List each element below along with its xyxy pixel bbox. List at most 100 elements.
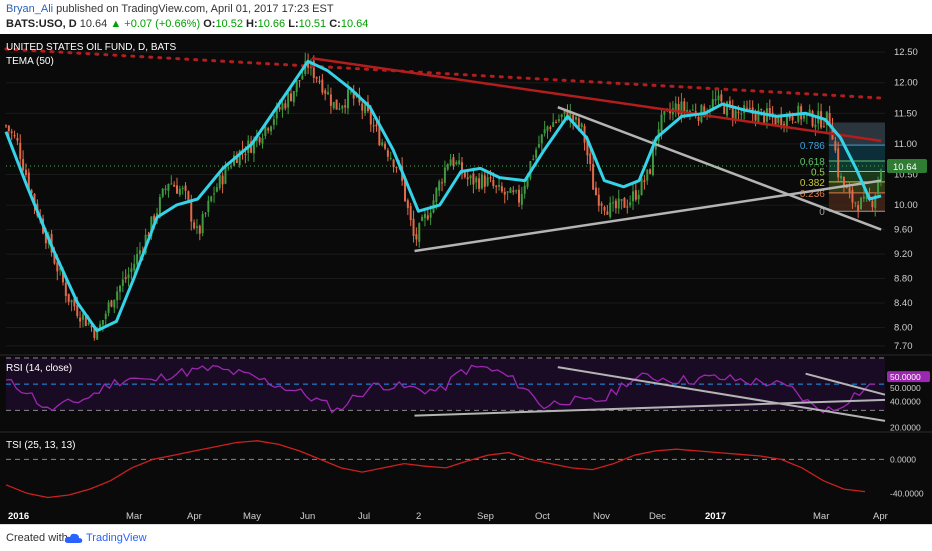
- open-value: 10.52: [215, 18, 243, 30]
- rsi-title: RSI (14, close): [6, 363, 72, 374]
- candle-down: [372, 125, 375, 127]
- trendline-red[interactable]: [311, 57, 882, 143]
- candle-up: [617, 198, 620, 209]
- candle-up: [264, 126, 267, 136]
- candle-up: [674, 103, 677, 111]
- time-tick-label: Jun: [300, 511, 315, 522]
- candle-up: [435, 188, 438, 203]
- tema-label: TEMA (50): [6, 56, 54, 67]
- time-tick-label: Mar: [813, 511, 829, 522]
- candle-up: [438, 181, 441, 191]
- candle-down: [754, 112, 757, 121]
- last-price-tag-label: 10.64: [893, 162, 917, 173]
- candle-down: [67, 293, 70, 302]
- candle-up: [546, 126, 549, 131]
- candle-down: [677, 103, 680, 115]
- candle-up: [814, 124, 817, 128]
- candle-up: [498, 185, 501, 187]
- time-tick-label: 2017: [705, 511, 726, 522]
- rsi-trendline[interactable]: [805, 372, 886, 396]
- candle-up: [295, 80, 298, 92]
- candle-up: [506, 191, 509, 193]
- candle-down: [93, 327, 96, 338]
- candle-up: [808, 109, 811, 115]
- candle-up: [121, 279, 124, 286]
- candle-down: [5, 125, 7, 127]
- candle-up: [213, 193, 216, 195]
- candle-down: [44, 233, 47, 244]
- candle-down: [606, 211, 609, 215]
- author-name[interactable]: Bryan_Ali: [6, 3, 54, 15]
- tema-line: [4, 59, 882, 333]
- published-text: published on TradingView.com, April 01, …: [56, 3, 334, 15]
- candle-down: [461, 162, 463, 174]
- candle-down: [763, 111, 766, 123]
- last-price-tag: [887, 158, 927, 173]
- candle-down: [415, 234, 418, 240]
- candle-down: [760, 108, 763, 110]
- candle-down: [284, 103, 287, 109]
- candle-up: [327, 92, 330, 95]
- price-tick-label: 8.40: [894, 298, 913, 309]
- candle-up: [475, 177, 478, 183]
- candle-up: [651, 148, 654, 176]
- candle-down: [16, 138, 19, 141]
- candle-down: [495, 185, 498, 187]
- candle-down: [851, 189, 854, 203]
- candle-down: [221, 175, 224, 185]
- tradingview-brand[interactable]: TradingView: [86, 532, 147, 544]
- candle-up: [167, 184, 170, 191]
- rsi-trendline[interactable]: [414, 398, 886, 417]
- candle-up: [640, 178, 643, 195]
- candle-down: [780, 114, 783, 126]
- candle-up: [99, 324, 102, 331]
- up-arrow-icon: ▲: [110, 18, 122, 30]
- fib-zone-band: [828, 181, 885, 193]
- candle-up: [261, 138, 264, 144]
- candle-up: [552, 122, 555, 127]
- candle-down: [375, 124, 378, 127]
- tsi-tick-label: 0.0000: [890, 454, 916, 464]
- rsi-trendline[interactable]: [557, 366, 886, 422]
- candle-down: [378, 124, 381, 146]
- candle-up: [449, 159, 452, 166]
- candle-up: [96, 328, 99, 340]
- candle-up: [580, 123, 583, 127]
- candle-up: [469, 175, 472, 179]
- ohlc-line: BATS:USO, D 10.64 ▲ +0.07 (+0.66%) O:10.…: [6, 18, 368, 30]
- trendline-red[interactable]: [4, 47, 883, 100]
- candle-up: [609, 202, 612, 217]
- trendline-grey[interactable]: [557, 106, 882, 231]
- candle-up: [161, 188, 164, 197]
- time-tick-label: Oct: [535, 511, 550, 522]
- candle-down: [312, 60, 315, 78]
- candle-down: [335, 99, 338, 110]
- candle-up: [252, 139, 255, 154]
- candle-up: [879, 169, 882, 182]
- candle-down: [384, 143, 387, 149]
- candle-down: [748, 108, 751, 110]
- candle-down: [492, 180, 495, 186]
- trendline-grey[interactable]: [414, 179, 882, 253]
- candle-down: [56, 262, 59, 272]
- candle-down: [600, 203, 603, 206]
- candle-down: [79, 317, 82, 322]
- candle-down: [124, 277, 127, 280]
- candle-up: [201, 214, 204, 234]
- candle-down: [73, 298, 76, 307]
- candle-up: [349, 91, 352, 93]
- time-tick-label: Nov: [593, 511, 610, 522]
- high-label: H:: [246, 18, 258, 30]
- chart-labels: UNITED STATES OIL FUND, D, BATS TEMA (50)…: [6, 42, 177, 451]
- candle-up: [560, 114, 563, 117]
- time-tick-label: Apr: [187, 511, 202, 522]
- candle-up: [726, 101, 729, 116]
- candle-down: [176, 185, 178, 194]
- candle-up: [347, 89, 349, 109]
- candle-down: [577, 118, 580, 128]
- candle-down: [463, 171, 466, 177]
- candle-up: [119, 285, 121, 292]
- candle-down: [478, 178, 481, 189]
- candle-up: [563, 109, 566, 114]
